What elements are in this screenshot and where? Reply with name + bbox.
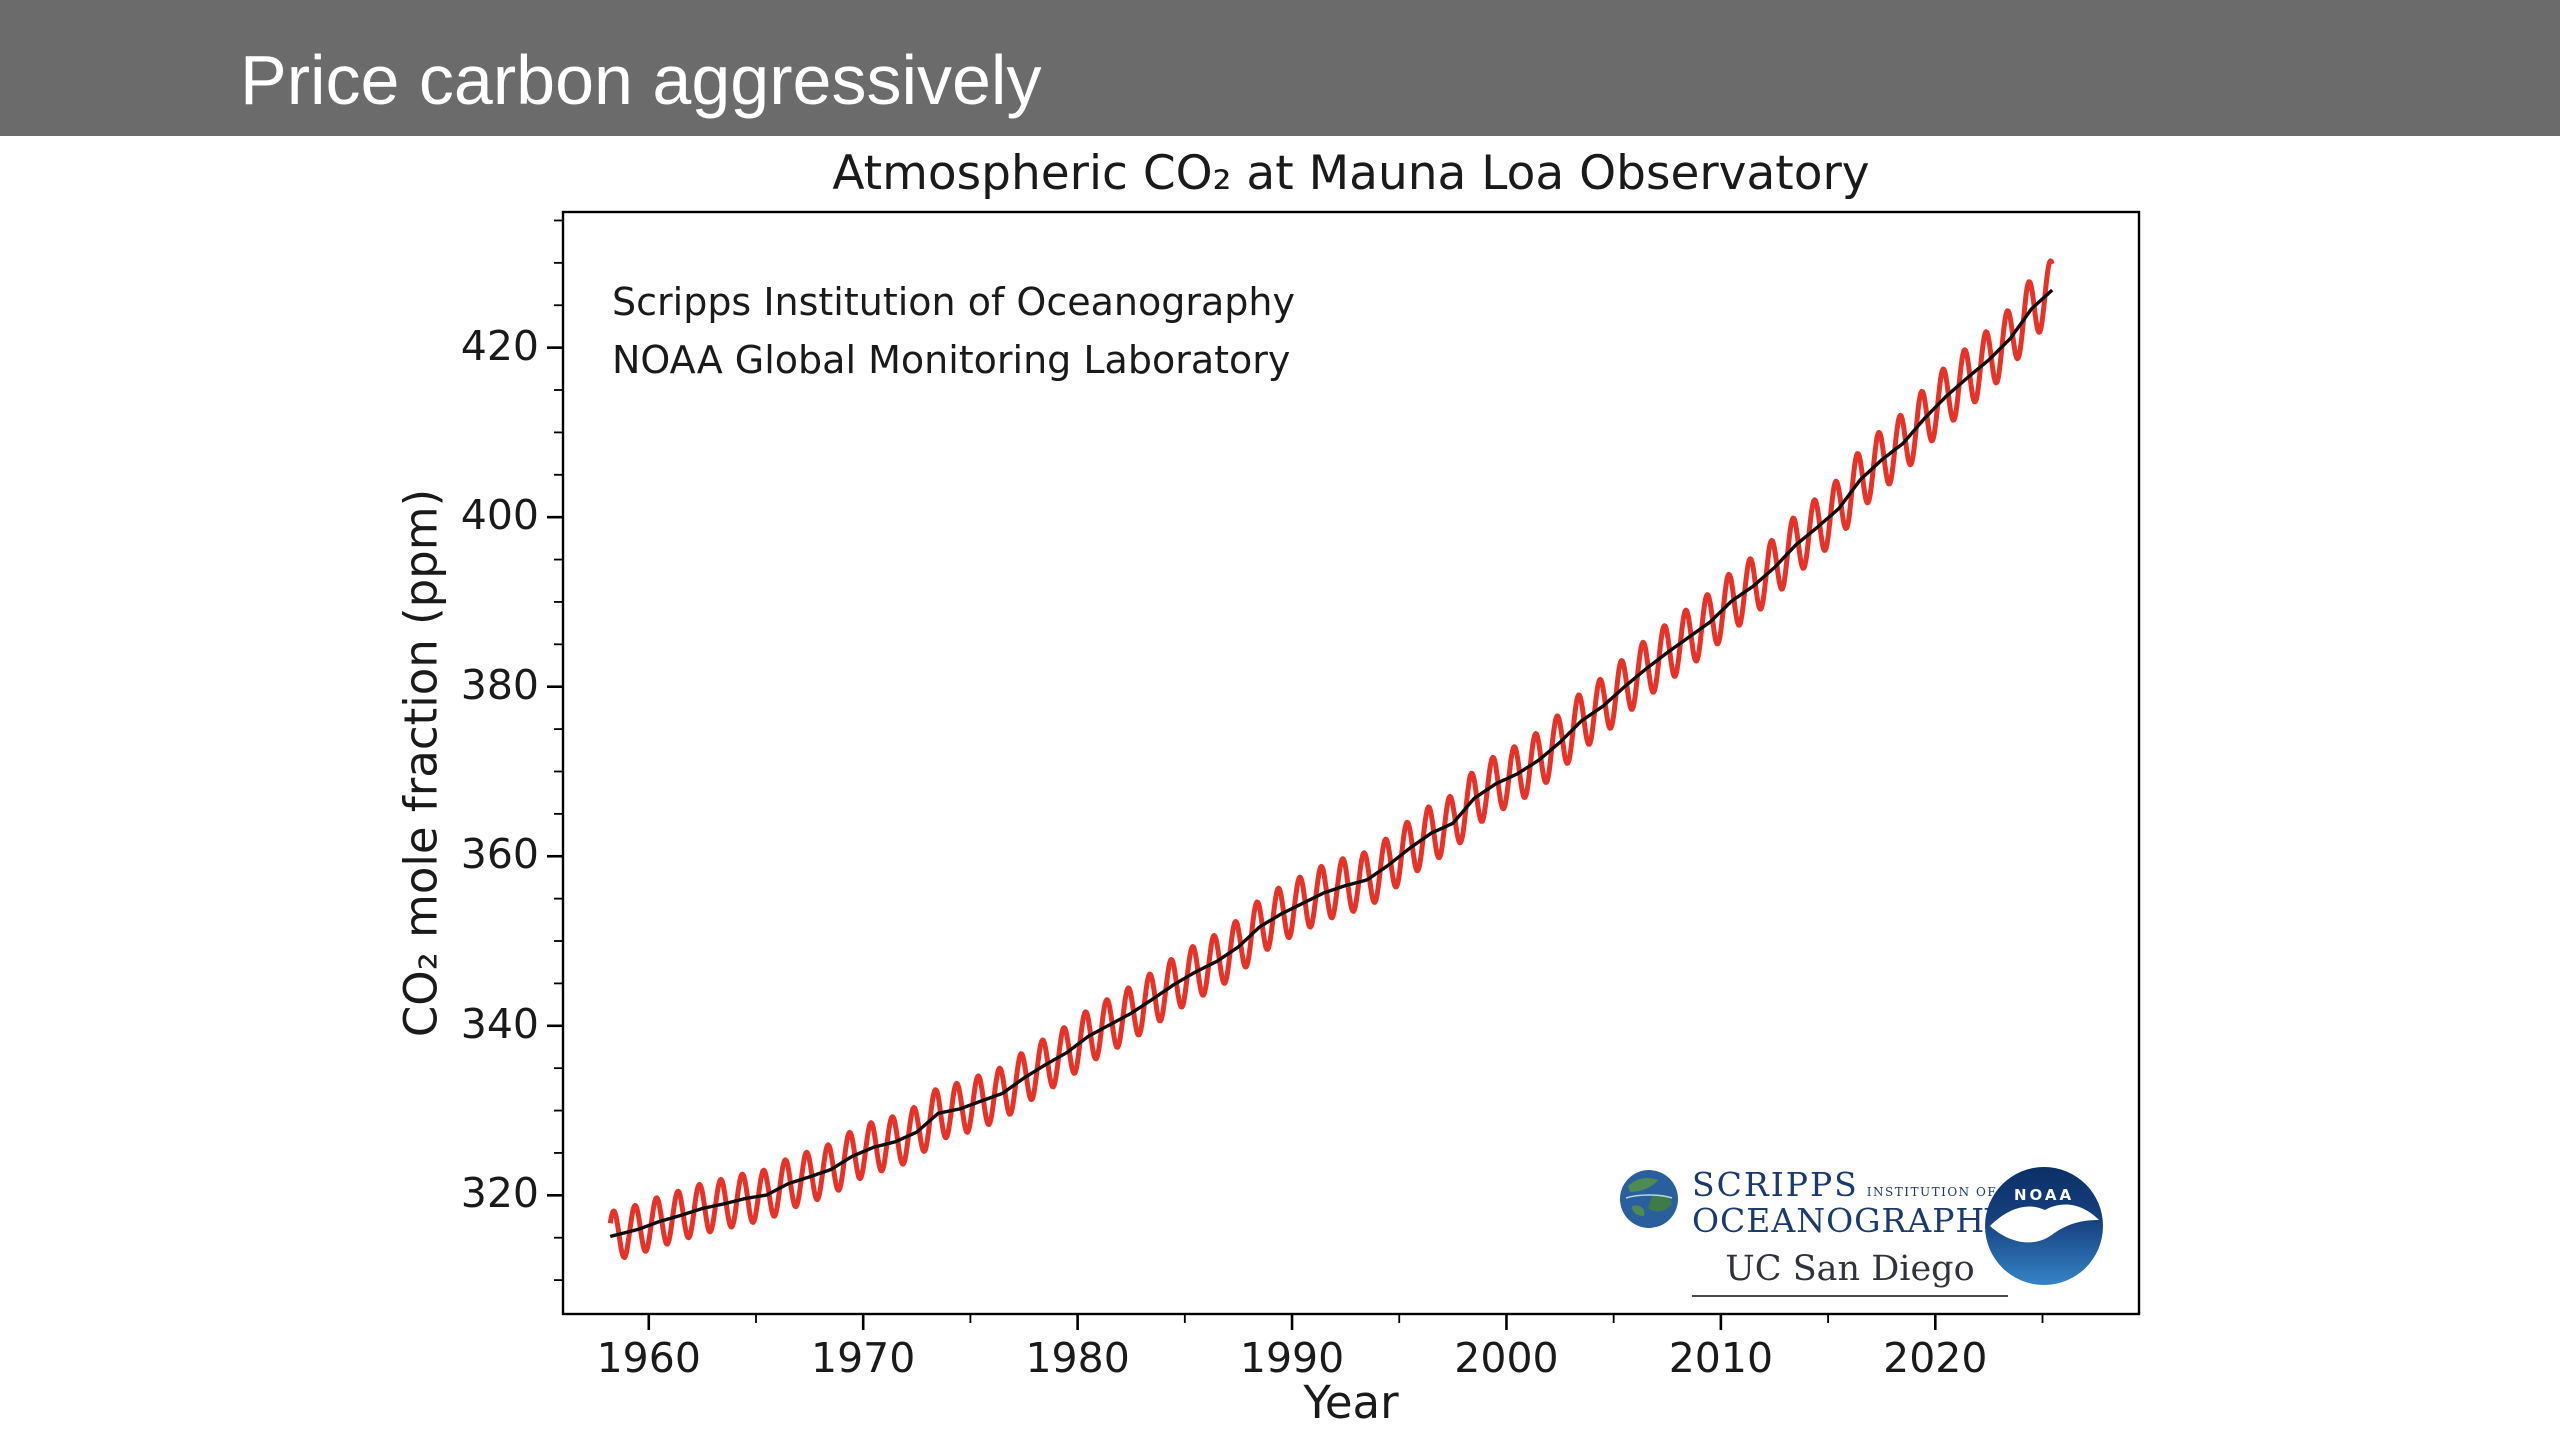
chart-title: Atmospheric CO₂ at Mauna Loa Observatory bbox=[832, 146, 1870, 201]
slide-title-bar: Price carbon aggressively bbox=[0, 0, 2560, 136]
tick-label: 1990 bbox=[1239, 1334, 1345, 1382]
tick-label: 380 bbox=[460, 660, 539, 709]
tick-label: 420 bbox=[460, 321, 539, 370]
trend-co2-line bbox=[609, 288, 2054, 1239]
scripps-wordmark: SCRIPPS bbox=[1692, 1165, 1859, 1204]
tick-label: 340 bbox=[460, 999, 539, 1048]
slide-title: Price carbon aggressively bbox=[240, 41, 1042, 119]
y-axis-label: CO₂ mole fraction (ppm) bbox=[394, 488, 448, 1038]
tick-label: 1980 bbox=[1025, 1334, 1130, 1382]
scripps-institution-of: INSTITUTION OF bbox=[1866, 1185, 1998, 1199]
tick-label: 1970 bbox=[811, 1334, 916, 1382]
tick-label: 360 bbox=[460, 830, 539, 879]
tick-label: 1960 bbox=[596, 1334, 701, 1382]
scripps-oceanography: OCEANOGRAPHY bbox=[1692, 1200, 2008, 1240]
noaa-logo: NOAA bbox=[1985, 1167, 2103, 1285]
scripps-wordmark-row: SCRIPPS INSTITUTION OF bbox=[1692, 1165, 2008, 1204]
seasonal-co2-line bbox=[607, 258, 2055, 1260]
credit-scripps: Scripps Institution of Oceanography bbox=[612, 280, 1295, 324]
noaa-wordmark: NOAA bbox=[2014, 1186, 2074, 1204]
scripps-logo-text: SCRIPPS INSTITUTION OF OCEANOGRAPHY UC Sa… bbox=[1692, 1165, 2008, 1297]
x-axis-label: Year bbox=[1303, 1376, 1399, 1429]
tick-label: 320 bbox=[460, 1169, 539, 1218]
noaa-seagull-icon bbox=[1990, 1204, 2099, 1243]
scripps-globe-icon bbox=[1620, 1170, 1678, 1228]
credit-noaa: NOAA Global Monitoring Laboratory bbox=[612, 338, 1291, 382]
tick-label: 400 bbox=[460, 491, 539, 540]
scripps-logo: SCRIPPS INSTITUTION OF OCEANOGRAPHY UC Sa… bbox=[1618, 1165, 2008, 1297]
ucsd-wordmark: UC San Diego bbox=[1692, 1249, 2008, 1297]
tick-label: 2020 bbox=[1883, 1334, 1988, 1382]
tick-label: 2000 bbox=[1454, 1334, 1559, 1382]
tick-label: 2010 bbox=[1668, 1334, 1774, 1382]
